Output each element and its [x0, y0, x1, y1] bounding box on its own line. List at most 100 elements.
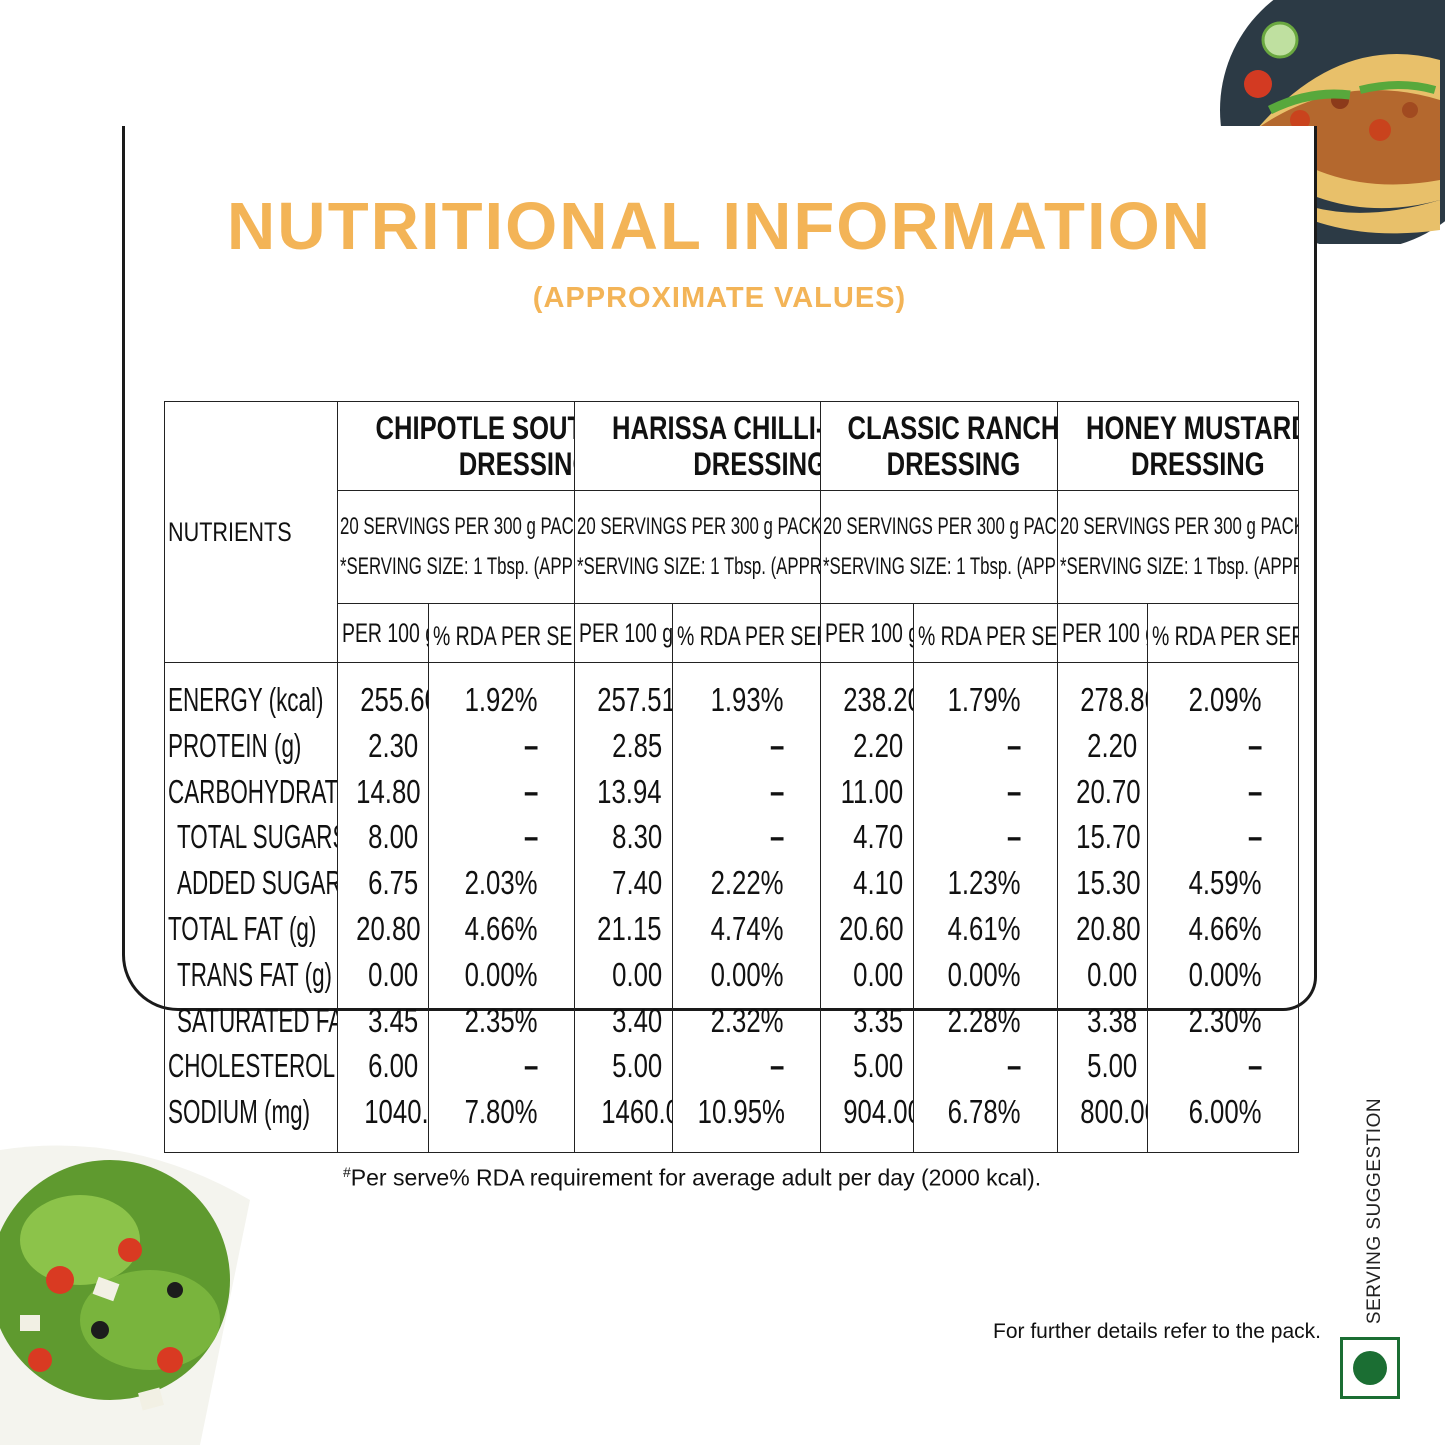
rda-footnote: #Per serve% RDA requirement for average … — [343, 1164, 1041, 1192]
nutrient-name-text: TOTAL FAT (g) — [168, 909, 317, 947]
serving-line1: 20 SERVINGS PER 300 g PACK, — [823, 513, 1058, 540]
value-text: 5.00 — [852, 1047, 904, 1085]
per100-value: 21.15 — [576, 906, 672, 952]
rda-value: 2.32% — [674, 998, 820, 1044]
product-header-ranch: CLASSIC RANCH DRESSING — [820, 401, 1059, 491]
value-text: 1.79% — [948, 681, 1022, 718]
value-text: 13.94 — [597, 772, 663, 810]
value-text: 0.00% — [711, 955, 785, 993]
value-text: – — [769, 818, 785, 856]
col-rda-label: % RDA PER SERVE — [677, 620, 820, 651]
per100-value: 2.20 — [1059, 723, 1147, 769]
nutrients-label: NUTRIENTS — [168, 516, 292, 547]
value-text: 5.00 — [611, 1047, 663, 1085]
rda-value: – — [915, 814, 1057, 860]
value-text: 8.30 — [611, 818, 663, 856]
value-text: 0.00% — [1189, 955, 1263, 993]
rda-value: – — [674, 769, 820, 815]
rda-value: 2.22% — [674, 860, 820, 906]
product-name-line1: HARISSA CHILLI-CUMIN — [612, 410, 819, 446]
per100-value: 1040.00 — [339, 1089, 427, 1135]
rda-value: 4.74% — [674, 906, 820, 952]
rda-value: 0.00% — [674, 952, 820, 998]
col-per100-label: PER 100 g — [579, 617, 673, 648]
serving-line1: 20 SERVINGS PER 300 g PACK, — [1060, 513, 1299, 540]
value-text: 4.74% — [711, 909, 785, 947]
per100-value: 5.00 — [576, 1043, 672, 1089]
value-text: 10.95% — [697, 1093, 785, 1131]
product-header-chipotle: CHIPOTLE SOUTHWESTDRESSING — [336, 401, 576, 491]
per100-value: 5.00 — [822, 1043, 913, 1089]
rda-value: – — [674, 723, 820, 769]
nutrient-name: CHOLESTEROL (mg) — [166, 1043, 337, 1089]
value-text: 6.00% — [1189, 1093, 1263, 1131]
nutrient-name-text: PROTEIN (g) — [168, 726, 302, 764]
rda-value: 4.61% — [915, 906, 1057, 952]
value-text: 14.80 — [356, 772, 421, 810]
per100-value: 3.35 — [822, 998, 913, 1044]
product-name-line2: DRESSING — [693, 446, 821, 482]
value-text: 0.00 — [367, 955, 418, 993]
per100-value: 0.00 — [822, 952, 913, 998]
rda-value: 10.95% — [674, 1089, 820, 1135]
value-text: 15.70 — [1076, 818, 1141, 856]
value-text: 20.80 — [356, 909, 421, 947]
rda-value: 0.00% — [915, 952, 1057, 998]
per100-value: 20.60 — [822, 906, 913, 952]
serving-info-honey-mustard: 20 SERVINGS PER 300 g PACK, *SERVING SIZE… — [1057, 490, 1300, 604]
nutrient-name-text: TRANS FAT (g) — [177, 955, 333, 993]
value-text: 4.70 — [852, 818, 904, 856]
rda-value: 2.35% — [430, 998, 574, 1044]
per100-column-honey-mustard: 278.80 2.20 20.70 15.70 15.30 20.80 0.00 3.38 5.… — [1057, 662, 1149, 1153]
per100-value: 20.70 — [1059, 769, 1147, 815]
value-text: 2.03% — [465, 864, 539, 902]
value-text: 20.80 — [1076, 909, 1141, 947]
veg-dot — [1353, 1351, 1387, 1385]
per100-value: 3.45 — [339, 998, 428, 1044]
rda-value: 2.28% — [915, 998, 1057, 1044]
per100-value: 3.38 — [1059, 998, 1147, 1044]
per100-value: 3.40 — [576, 998, 672, 1044]
product-name-line1: HONEY MUSTARD — [1086, 410, 1299, 446]
value-text: 8.00 — [367, 818, 418, 856]
rda-value: 7.80% — [430, 1089, 574, 1135]
nutrient-name: TRANS FAT (g) — [166, 952, 337, 998]
nutrient-names-column: ENERGY (kcal) PROTEIN (g) CARBOHYDRATE (g)… — [164, 662, 338, 1153]
value-text: 4.66% — [465, 909, 539, 947]
value-text: – — [1247, 818, 1263, 856]
serving-line1: 20 SERVINGS PER 300 g PACK, — [577, 513, 821, 540]
value-text: – — [523, 772, 539, 810]
serving-info-harissa: 20 SERVINGS PER 300 g PACK, *SERVING SIZE… — [574, 490, 822, 604]
value-text: – — [1247, 772, 1263, 810]
per100-value: 0.00 — [576, 952, 672, 998]
value-text: 255.60 — [360, 681, 427, 718]
product-name-line2: DRESSING — [1131, 446, 1265, 482]
value-text: 3.35 — [852, 1001, 904, 1039]
per100-value: 11.00 — [822, 769, 913, 815]
rda-value: 1.92% — [430, 677, 574, 723]
product-header-honey-mustard: HONEY MUSTARD DRESSING — [1057, 401, 1300, 491]
rda-value: – — [915, 723, 1057, 769]
col-rda: % RDA PER SERVE# — [672, 603, 822, 663]
value-text: – — [1247, 1047, 1263, 1085]
per100-value: 278.80 — [1059, 677, 1146, 723]
per100-column-harissa: 257.51 2.85 13.94 8.30 7.40 21.15 0.00 3.40 5.00… — [574, 662, 674, 1153]
rda-column-chipotle: 1.92% – – – 2.03% 4.66% 0.00% 2.35% – 7.80% — [427, 662, 576, 1153]
value-text: – — [523, 726, 539, 764]
value-text: 2.35% — [465, 1001, 539, 1039]
value-text: 3.38 — [1086, 1001, 1138, 1039]
page-title: NUTRITIONAL INFORMATION — [226, 189, 1213, 264]
nutrient-name: CARBOHYDRATE (g) — [166, 769, 337, 815]
value-text: 278.80 — [1080, 681, 1146, 718]
col-per100: PER 100 g — [574, 603, 674, 663]
per100-value: 1460.00 — [576, 1089, 671, 1135]
nutrient-name-text: SATURATED FAT (g) — [177, 1001, 337, 1039]
value-text: – — [523, 818, 539, 856]
value-text: 1.23% — [948, 864, 1022, 902]
rda-value: 4.66% — [430, 906, 574, 952]
per100-value: 2.85 — [576, 723, 672, 769]
nutrients-header: NUTRIENTS — [164, 401, 338, 663]
per100-value: 2.20 — [822, 723, 913, 769]
serving-suggestion-text: SERVING SUGGESTION — [1364, 1097, 1385, 1325]
rda-value: – — [1149, 814, 1298, 860]
